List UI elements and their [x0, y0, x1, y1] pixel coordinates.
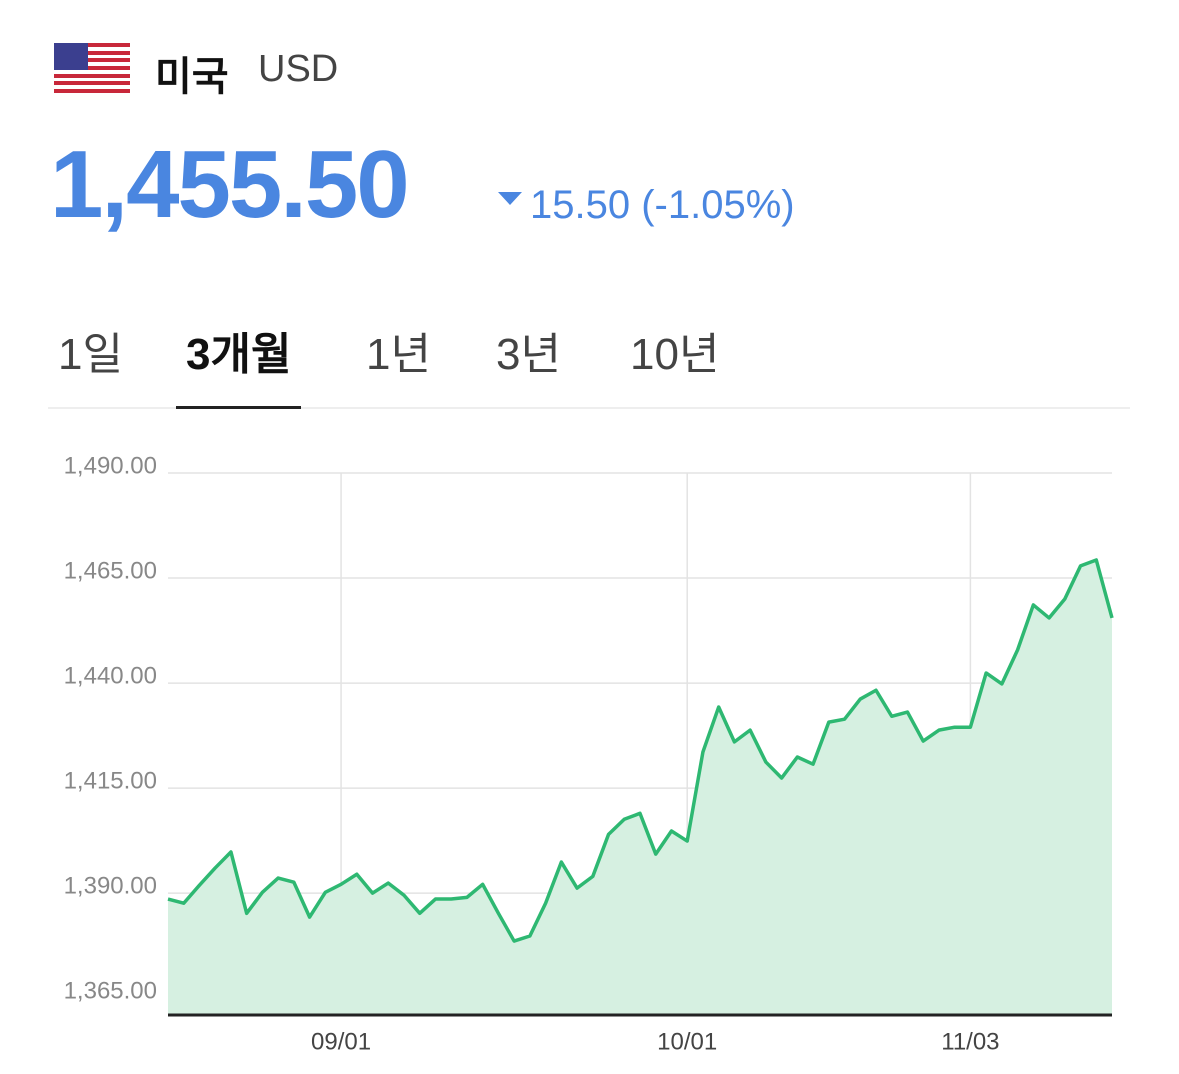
- x-tick-label: 09/01: [311, 1028, 371, 1055]
- country-name: 미국: [155, 55, 229, 99]
- y-tick-label: 1,465.00: [64, 557, 157, 584]
- tab[interactable]: 3년: [496, 330, 561, 379]
- currency-code: USD: [258, 48, 339, 90]
- area-fill: [168, 559, 1112, 1015]
- price-line: [167, 558, 1114, 943]
- tab-underline: [176, 406, 301, 409]
- price: 1,455.50: [50, 131, 410, 238]
- price-change: 15.50 (-1.05%): [530, 183, 795, 227]
- x-tick-label: 11/03: [941, 1028, 999, 1055]
- y-tick-label: 1,390.00: [64, 872, 157, 899]
- x-tick-label: 10/01: [657, 1028, 717, 1055]
- down-arrow: [498, 192, 522, 205]
- tab[interactable]: 3개월: [186, 330, 292, 379]
- y-tick-label: 1,415.00: [64, 767, 157, 794]
- y-tick-label: 1,365.00: [64, 978, 157, 1005]
- tab[interactable]: 1일: [58, 330, 123, 379]
- y-tick-label: 1,490.00: [64, 452, 157, 479]
- tab[interactable]: 1년: [366, 330, 431, 379]
- chart: 1,365.00 1,390.00 1,415.00 1,440.00 1,465.00…: [64, 452, 1114, 1055]
- tab-divider: [48, 407, 1130, 409]
- us-flag: [54, 43, 130, 93]
- y-tick-label: 1,440.00: [64, 662, 157, 689]
- tab[interactable]: 10년: [630, 330, 720, 379]
